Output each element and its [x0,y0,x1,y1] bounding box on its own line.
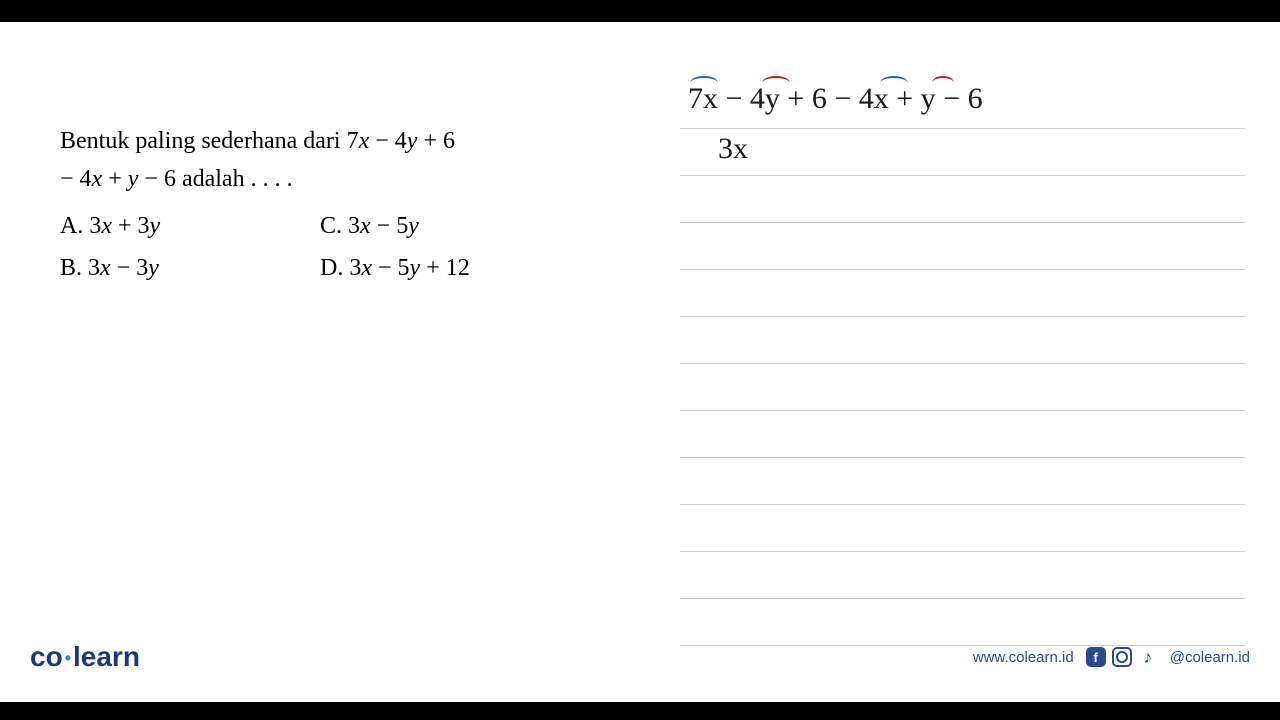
q-line1-post: + 6 [417,128,455,154]
facebook-icon: f [1086,647,1106,667]
question-panel: Bentuk paling sederhana dari 7x − 4y + 6… [60,122,620,288]
logo-learn: learn [73,641,140,672]
q-line2-post: − 6 adalah . . . . [138,166,292,192]
logo-co: co [30,641,63,672]
question-text: Bentuk paling sederhana dari 7x − 4y + 6… [60,122,620,199]
brand-logo: co•learn [30,641,140,673]
q-line2-pre: − 4 [60,166,92,192]
tiktok-icon: ♪ [1138,647,1158,667]
logo-dot-icon: • [63,648,73,668]
handwriting-line1: 7x − 4y + 6 − 4x + y − 6 [688,82,983,116]
option-d: D. 3x − 5y + 12 [320,249,600,287]
q-line2-y: y [128,166,139,192]
footer-url: www.colearn.id [973,649,1074,666]
options-grid: A. 3x + 3y C. 3x − 5y B. 3x − 3y D. 3x −… [60,207,620,288]
footer-right: www.colearn.id f ♪ @colearn.id [973,647,1250,667]
footer-handle: @colearn.id [1170,649,1250,666]
option-c: C. 3x − 5y [320,207,600,245]
social-icons: f ♪ [1086,647,1158,667]
option-b: B. 3x − 3y [60,249,320,287]
q-line1-mid1: − 4 [369,128,407,154]
q-line1-y: y [407,128,418,154]
handwriting-line2: 3x [718,132,748,166]
option-a: A. 3x + 3y [60,207,320,245]
q-line1-pre: Bentuk paling sederhana dari 7 [60,128,359,154]
work-panel: 7x − 4y + 6 − 4x + y − 6 3x [680,82,1245,646]
q-line2-x: x [92,166,103,192]
q-line1-x: x [359,128,370,154]
ruled-lines [680,82,1245,646]
main-content: Bentuk paling sederhana dari 7x − 4y + 6… [0,22,1280,702]
instagram-icon [1112,647,1132,667]
q-line2-mid: + [102,166,128,192]
footer: co•learn www.colearn.id f ♪ @colearn.id [0,632,1280,682]
